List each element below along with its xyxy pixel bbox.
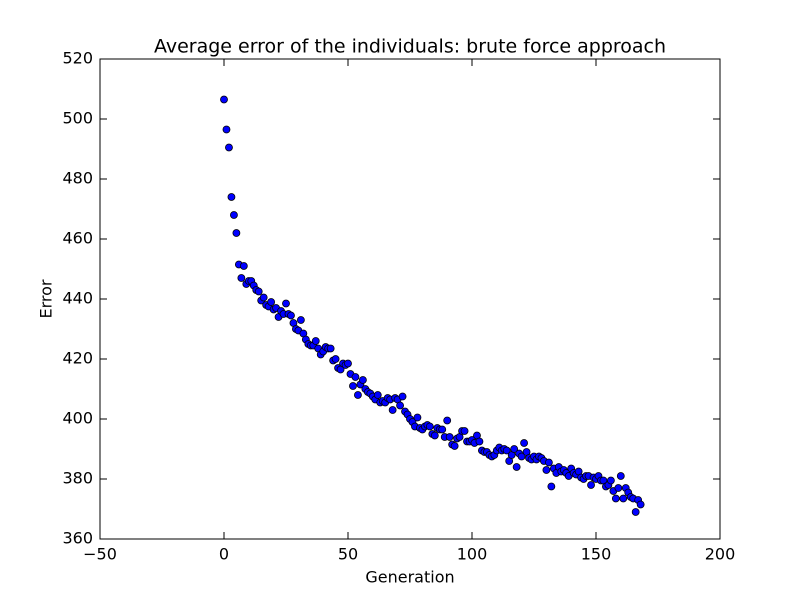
data-point: [631, 508, 640, 516]
data-point: [502, 446, 511, 455]
data-point: [237, 274, 246, 282]
data-point: [326, 344, 335, 353]
data-point: [460, 427, 469, 435]
y-tick-label: 380: [62, 469, 93, 488]
data-point: [351, 373, 360, 381]
y-tick-label: 420: [62, 349, 93, 368]
x-tick-label: 200: [705, 545, 736, 564]
data-point: [331, 355, 340, 363]
data-point: [611, 494, 620, 503]
data-point: [587, 481, 595, 489]
data-point: [413, 413, 422, 422]
data-point: [512, 463, 521, 471]
y-tick-label: 520: [62, 49, 93, 68]
data-point: [425, 422, 434, 431]
data-point: [475, 437, 484, 446]
data-point: [510, 445, 519, 453]
data-point: [398, 392, 407, 401]
plot-frame: [99, 58, 721, 540]
data-point: [542, 466, 551, 474]
x-tick-label: 50: [338, 545, 358, 564]
y-axis-label: Error: [37, 279, 56, 318]
data-point: [230, 211, 238, 219]
data-point: [225, 143, 233, 152]
data-point: [396, 401, 404, 410]
x-tick-label: −50: [83, 545, 117, 564]
data-point: [544, 458, 553, 467]
y-tick-label: 500: [62, 109, 93, 128]
data-point: [443, 416, 452, 425]
data-point: [349, 382, 357, 390]
x-axis-label: Generation: [365, 568, 454, 587]
data-point: [296, 316, 305, 324]
x-tick-label: 150: [581, 545, 612, 564]
data-point: [438, 425, 447, 434]
x-tick-label: 0: [219, 545, 229, 564]
data-point: [358, 376, 367, 384]
data-point: [614, 484, 623, 492]
data-point: [606, 476, 615, 485]
data-point: [267, 298, 276, 306]
data-point: [222, 125, 231, 134]
data-point: [517, 452, 526, 461]
data-point: [254, 287, 263, 296]
data-point: [450, 442, 459, 450]
data-point: [636, 500, 645, 509]
data-point: [520, 439, 528, 447]
y-tick-label: 360: [62, 529, 93, 548]
data-point: [282, 299, 290, 308]
chart-title: Average error of the individuals: brute …: [154, 36, 666, 58]
y-tick-label: 400: [62, 409, 93, 428]
data-point: [239, 262, 248, 270]
y-tick-label: 460: [62, 229, 93, 248]
data-point: [616, 472, 625, 480]
data-point: [259, 293, 268, 302]
data-point: [354, 391, 362, 399]
data-point: [373, 391, 382, 399]
data-point: [232, 229, 241, 237]
data-point: [227, 193, 236, 201]
data-point: [287, 311, 295, 320]
data-point: [220, 95, 228, 104]
x-tick-label: 100: [457, 545, 488, 564]
data-point: [445, 433, 454, 441]
y-tick-label: 440: [62, 289, 93, 308]
data-point: [547, 482, 556, 491]
data-point: [430, 431, 439, 440]
data-point: [388, 406, 397, 414]
data-point: [344, 359, 352, 368]
data-point: [619, 494, 628, 503]
y-tick-label: 480: [62, 169, 93, 188]
data-point: [311, 337, 320, 345]
